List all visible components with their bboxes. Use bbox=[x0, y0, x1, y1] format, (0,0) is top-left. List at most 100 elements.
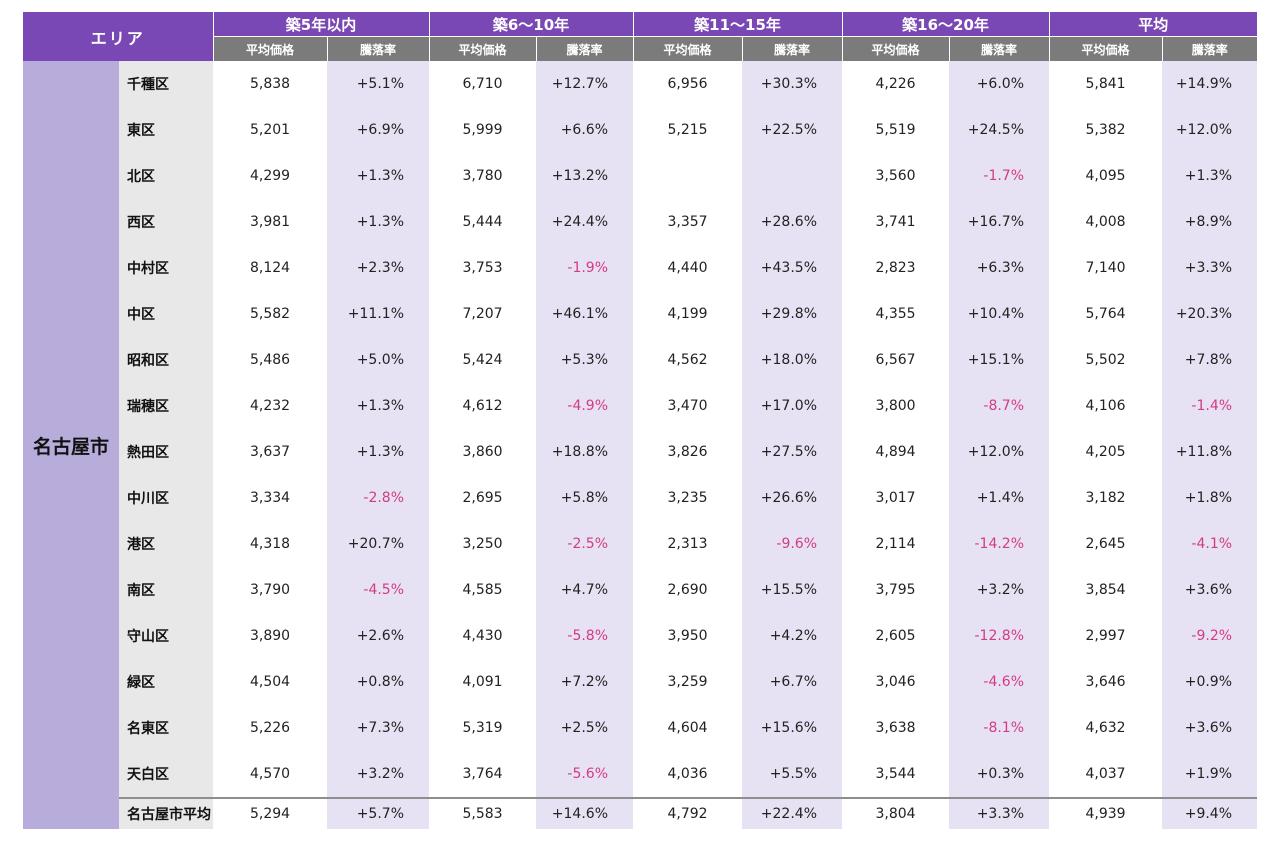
rate-cell: +26.6% bbox=[742, 475, 843, 521]
rate-cell: +18.8% bbox=[536, 429, 634, 475]
price-cell: 3,804 bbox=[842, 797, 950, 829]
rate-cell: +5.7% bbox=[327, 797, 430, 829]
ward-label: 中村区 bbox=[119, 245, 214, 291]
rate-cell: -1.7% bbox=[949, 153, 1050, 199]
price-cell: 4,091 bbox=[462, 674, 503, 690]
rate-cell: +1.3% bbox=[327, 383, 430, 429]
rate-cell: -4.1% bbox=[1162, 521, 1258, 567]
rate-cell: +5.3% bbox=[536, 337, 634, 383]
price-cell: 4,430 bbox=[462, 628, 503, 644]
price-cell: 4,318 bbox=[249, 536, 291, 552]
table-row: 名東区 5,226 +7.3% 5,319 +2.5% 4,604 +15.6% 3,638 -… bbox=[23, 705, 1258, 751]
table-row: 中川区 3,334 -2.8% 2,695 +5.8% 3,235 +26.6% 3,017 +… bbox=[23, 475, 1258, 521]
area-header: エリア bbox=[23, 12, 214, 61]
table-row: 東区 5,201 +6.9% 5,999 +6.6% 5,215 +22.5% 5,519 +2… bbox=[23, 107, 1258, 153]
price-cell: 5,215 bbox=[667, 122, 708, 138]
price-cell: 4,232 bbox=[249, 398, 291, 414]
subheader-rate: 騰落率 bbox=[1161, 36, 1258, 61]
rate-cell: -5.6% bbox=[536, 751, 634, 798]
rate-cell: +0.3% bbox=[949, 751, 1050, 798]
rate-cell: +6.0% bbox=[949, 61, 1050, 107]
price-cell: 5,382 bbox=[1085, 122, 1126, 138]
price-cell: 4,604 bbox=[667, 720, 708, 736]
price-cell: 4,585 bbox=[462, 582, 503, 598]
price-cell: 7,140 bbox=[1085, 260, 1126, 276]
rate-cell: +16.7% bbox=[949, 199, 1050, 245]
price-cell: 5,294 bbox=[213, 797, 328, 829]
subheader-price: 平均価格 bbox=[428, 36, 537, 61]
rate-cell: +6.6% bbox=[536, 107, 634, 153]
city-label: 名古屋市 bbox=[23, 61, 119, 829]
rate-cell: -8.1% bbox=[949, 705, 1050, 751]
rate-cell: +22.5% bbox=[742, 107, 843, 153]
ward-label: 東区 bbox=[119, 107, 214, 153]
price-cell: 3,780 bbox=[462, 168, 503, 184]
rate-cell: +4.7% bbox=[536, 567, 634, 613]
price-cell: 5,444 bbox=[462, 214, 503, 230]
price-cell: 4,939 bbox=[1049, 797, 1163, 829]
rate-cell: +1.3% bbox=[327, 429, 430, 475]
price-cell: 6,710 bbox=[462, 76, 503, 92]
price-cell: 3,182 bbox=[1085, 490, 1126, 506]
price-cell: 3,637 bbox=[249, 444, 291, 460]
average-row: 名古屋市平均 5,294 +5.7% 5,583 +14.6% 4,792 +22.4% 3,… bbox=[23, 797, 1258, 829]
rate-cell: +1.9% bbox=[1162, 751, 1258, 798]
rate-cell: +3.6% bbox=[1162, 567, 1258, 613]
price-table-container: エリア 築5年以内 築6～10年 築11～15年 築16～20年 平均 平均価格… bbox=[23, 12, 1258, 829]
table-row: 瑞穂区 4,232 +1.3% 4,612 -4.9% 3,470 +17.0% 3,800 -… bbox=[23, 383, 1258, 429]
rate-cell: +7.8% bbox=[1162, 337, 1258, 383]
table-body: 名古屋市 千種区 5,838 +5.1% 6,710 +12.7% 6,956 … bbox=[23, 61, 1258, 829]
price-cell: 5,841 bbox=[1085, 76, 1126, 92]
rate-cell: +2.5% bbox=[536, 705, 634, 751]
ward-label: 北区 bbox=[119, 153, 214, 199]
rate-cell: +1.3% bbox=[327, 199, 430, 245]
rate-cell: +7.3% bbox=[327, 705, 430, 751]
rate-cell: +1.3% bbox=[327, 153, 430, 199]
price-cell: 6,956 bbox=[667, 76, 708, 92]
subheader-price: 平均価格 bbox=[1048, 36, 1163, 61]
rate-cell: +12.0% bbox=[949, 429, 1050, 475]
rate-cell: +1.4% bbox=[949, 475, 1050, 521]
price-cell: 3,235 bbox=[667, 490, 708, 506]
rate-cell: +2.6% bbox=[327, 613, 430, 659]
rate-cell: +27.5% bbox=[742, 429, 843, 475]
price-cell: 4,205 bbox=[1085, 444, 1126, 460]
rate-cell: +8.9% bbox=[1162, 199, 1258, 245]
price-cell: 2,695 bbox=[462, 490, 503, 506]
price-cell: 3,544 bbox=[875, 766, 916, 782]
rate-cell: +1.8% bbox=[1162, 475, 1258, 521]
table-row: 名古屋市 千種区 5,838 +5.1% 6,710 +12.7% 6,956 … bbox=[23, 61, 1258, 829]
price-cell: 3,334 bbox=[249, 490, 291, 506]
subheader-price: 平均価格 bbox=[841, 36, 950, 61]
rate-cell: +0.8% bbox=[327, 659, 430, 705]
price-cell: 3,764 bbox=[462, 766, 503, 782]
price-cell: 5,502 bbox=[1085, 352, 1126, 368]
price-cell: 5,424 bbox=[462, 352, 503, 368]
rate-cell: +3.3% bbox=[949, 797, 1050, 829]
table-row: 北区 4,299 +1.3% 3,780 +13.2% 3,560 -1.7% 4,095 +1… bbox=[23, 153, 1258, 199]
rate-cell: +0.9% bbox=[1162, 659, 1258, 705]
table-row: 南区 3,790 -4.5% 4,585 +4.7% 2,690 +15.5% 3,795 +3… bbox=[23, 567, 1258, 613]
price-cell: 3,046 bbox=[875, 674, 916, 690]
ward-label: 熱田区 bbox=[119, 429, 214, 475]
rate-cell: -2.5% bbox=[536, 521, 634, 567]
rate-cell: +5.8% bbox=[536, 475, 634, 521]
rate-cell: +3.2% bbox=[949, 567, 1050, 613]
rate-cell: +6.7% bbox=[742, 659, 843, 705]
price-cell: 3,854 bbox=[1085, 582, 1126, 598]
price-cell: 4,036 bbox=[667, 766, 708, 782]
rate-cell: +9.4% bbox=[1162, 797, 1258, 829]
rate-cell: -2.8% bbox=[327, 475, 430, 521]
rate-cell: +12.7% bbox=[536, 61, 634, 107]
price-cell: 5,519 bbox=[875, 122, 916, 138]
price-cell: 3,981 bbox=[249, 214, 291, 230]
rate-cell: +15.6% bbox=[742, 705, 843, 751]
price-cell: 2,997 bbox=[1085, 628, 1126, 644]
rate-cell: -5.8% bbox=[536, 613, 634, 659]
price-cell: 4,095 bbox=[1085, 168, 1126, 184]
rate-cell: -4.9% bbox=[536, 383, 634, 429]
price-cell: 4,226 bbox=[875, 76, 916, 92]
price-cell: 7,207 bbox=[462, 306, 503, 322]
rate-cell: +11.1% bbox=[327, 291, 430, 337]
subheader-rate: 騰落率 bbox=[535, 36, 634, 61]
